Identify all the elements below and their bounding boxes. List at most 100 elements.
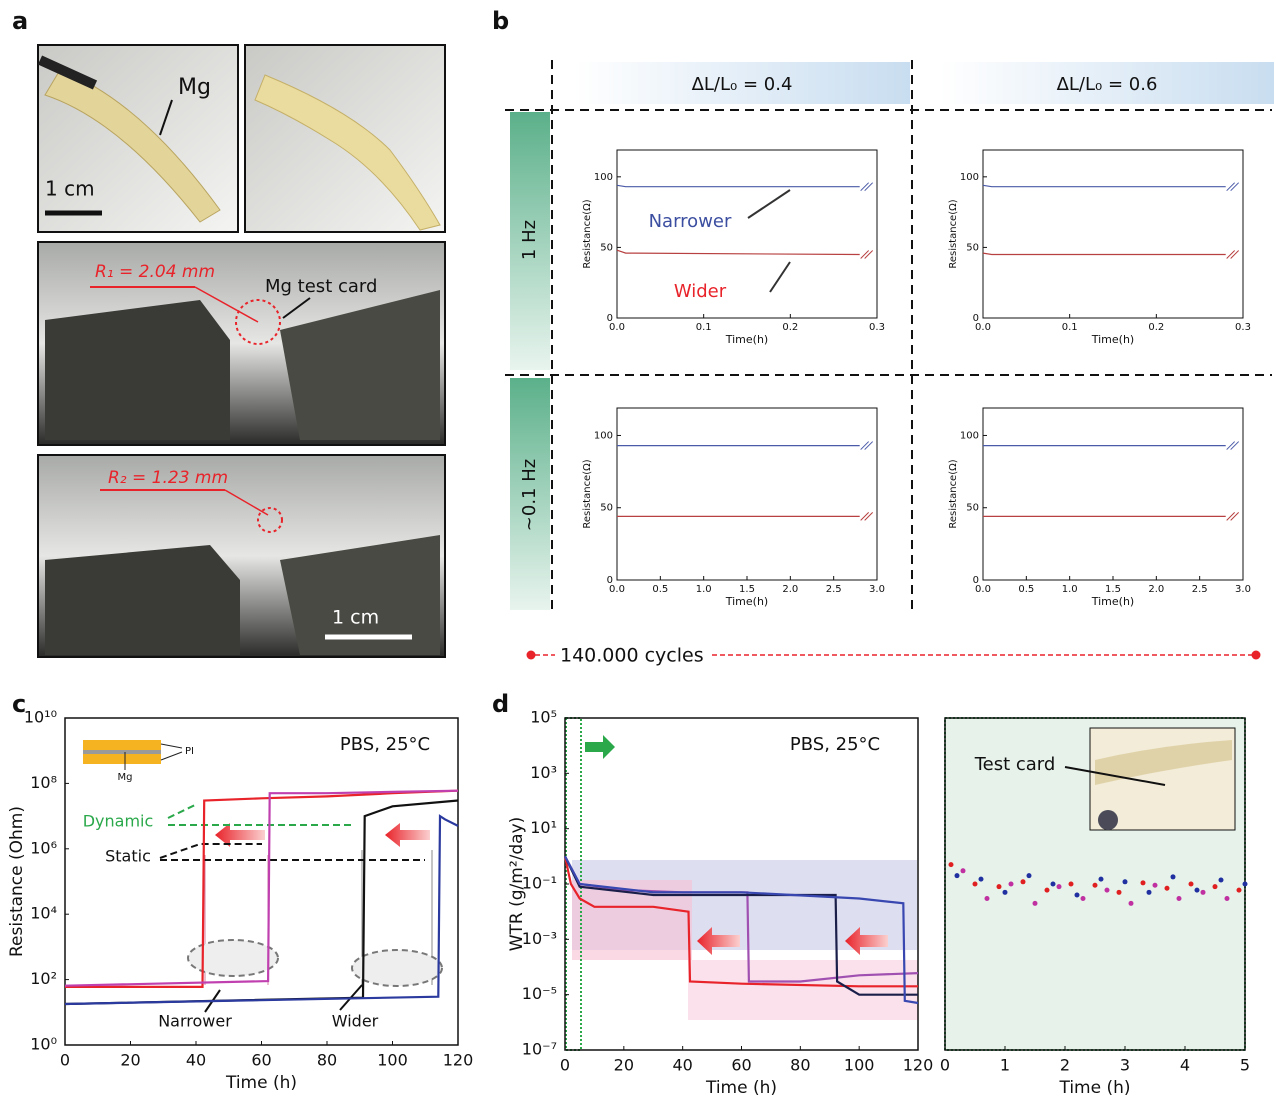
break-mark bbox=[860, 512, 874, 521]
x-tick-label: 100 bbox=[844, 1056, 875, 1075]
cycles-line bbox=[526, 650, 1261, 660]
scatter-point bbox=[1080, 895, 1086, 901]
y-tick-label: 10¹ bbox=[530, 818, 557, 837]
scatter-point bbox=[996, 884, 1002, 890]
y-axis-label: WTR (g/m²/day) bbox=[507, 817, 527, 952]
x-tick-label: 0.5 bbox=[1018, 584, 1034, 595]
y-tick-label: 10¹⁰ bbox=[24, 708, 57, 727]
annotation: PBS, 25°C bbox=[340, 734, 430, 755]
y-tick-label: 10⁰ bbox=[30, 1035, 57, 1054]
scale-label: 1 cm bbox=[45, 177, 95, 201]
series-line bbox=[64, 789, 459, 987]
scatter-point bbox=[1128, 900, 1134, 906]
scatter-point bbox=[1116, 889, 1122, 895]
x-tick-label: 100 bbox=[377, 1051, 408, 1070]
plot-frame bbox=[616, 149, 878, 319]
y-tick-label: 100 bbox=[960, 172, 979, 183]
scatter-point bbox=[1236, 887, 1242, 893]
scale-label: 1 cm bbox=[332, 607, 379, 629]
y-tick-label: 10⁻¹ bbox=[522, 874, 557, 893]
label-arrow bbox=[747, 189, 791, 293]
x-tick-label: 20 bbox=[614, 1056, 634, 1075]
y-axis-label: Resistance (Ohm) bbox=[7, 806, 27, 957]
y-tick-label: 10⁻⁷ bbox=[522, 1040, 557, 1059]
x-axis-label: Time(h) bbox=[725, 595, 768, 608]
scatter-point bbox=[1194, 887, 1200, 893]
break-mark bbox=[1226, 182, 1240, 192]
plot-frame bbox=[982, 149, 1244, 319]
scatter-point bbox=[1020, 879, 1026, 885]
break-mark bbox=[860, 250, 874, 259]
series-line bbox=[564, 855, 919, 1005]
x-tick-label: 40 bbox=[672, 1056, 692, 1075]
series-line bbox=[616, 249, 860, 256]
scatter-point bbox=[1002, 889, 1008, 895]
y-axis-label: Resistance(Ω) bbox=[582, 199, 593, 268]
x-tick-label: 0 bbox=[560, 1056, 570, 1075]
scatter-point bbox=[1170, 874, 1176, 880]
scatter-point bbox=[1104, 887, 1110, 893]
annotation: Narrower bbox=[158, 1012, 232, 1031]
x-tick-label: 1.0 bbox=[696, 584, 712, 595]
x-tick-label: 2.5 bbox=[1192, 584, 1208, 595]
annotation: Mg bbox=[118, 772, 133, 783]
y-tick-label: 10⁵ bbox=[530, 708, 557, 727]
x-tick-label: 0.0 bbox=[975, 322, 991, 333]
annotation: Wider bbox=[332, 1012, 379, 1031]
column-header bbox=[575, 62, 910, 104]
x-tick-label: 0.5 bbox=[652, 584, 668, 595]
break-mark bbox=[1226, 512, 1240, 521]
column-label: ΔL/L₀ = 0.6 bbox=[1057, 74, 1158, 95]
x-tick-label: 0.1 bbox=[1062, 322, 1078, 333]
annotation: Dynamic bbox=[83, 812, 154, 831]
x-tick-label: 2.5 bbox=[826, 584, 842, 595]
scatter-point bbox=[1044, 887, 1050, 893]
x-tick-label: 3.0 bbox=[1235, 584, 1251, 595]
scatter-point bbox=[1026, 873, 1032, 879]
scatter-point bbox=[972, 881, 978, 887]
x-tick-label: 4 bbox=[1180, 1056, 1190, 1075]
break-mark bbox=[1226, 441, 1240, 450]
row-label: 1 Hz bbox=[519, 220, 540, 260]
x-tick-label: 1.0 bbox=[1062, 584, 1078, 595]
annotation: Static bbox=[105, 847, 151, 866]
x-tick-label: 0.3 bbox=[1235, 322, 1251, 333]
y-tick-label: 10⁴ bbox=[30, 904, 57, 923]
scatter-point bbox=[954, 873, 960, 879]
scatter-point bbox=[984, 895, 990, 901]
annotation: Test card bbox=[974, 754, 1056, 775]
panel-label: c bbox=[12, 690, 26, 718]
scatter-point bbox=[948, 862, 954, 868]
x-axis-label: Time(h) bbox=[1091, 595, 1134, 608]
column-header bbox=[940, 62, 1274, 104]
row-label: ~0.1 Hz bbox=[519, 459, 540, 531]
scatter-point bbox=[1056, 884, 1062, 890]
x-tick-label: 3 bbox=[1120, 1056, 1130, 1075]
break-mark bbox=[1226, 250, 1240, 259]
series-line bbox=[65, 789, 459, 988]
scatter-point bbox=[1200, 889, 1206, 895]
x-tick-label: 1.5 bbox=[739, 584, 755, 595]
scatter-point bbox=[1224, 895, 1230, 901]
y-tick-label: 10² bbox=[30, 969, 57, 988]
grid-frame bbox=[505, 60, 1272, 615]
x-tick-label: 60 bbox=[251, 1051, 271, 1070]
annotation: PI bbox=[185, 746, 194, 757]
y-tick-label: 10⁸ bbox=[30, 773, 57, 792]
x-tick-label: 0.3 bbox=[869, 322, 885, 333]
y-tick-label: 0 bbox=[973, 575, 979, 586]
x-tick-label: 1 bbox=[1000, 1056, 1010, 1075]
scatter-point bbox=[1140, 880, 1146, 886]
row-header bbox=[510, 112, 550, 370]
x-tick-label: 0.2 bbox=[782, 322, 798, 333]
photo-label: Mg test card bbox=[265, 276, 377, 297]
x-tick-label: 80 bbox=[317, 1051, 337, 1070]
panel-label: b bbox=[492, 7, 509, 35]
x-tick-label: 0.0 bbox=[975, 584, 991, 595]
x-tick-label: 0.0 bbox=[609, 322, 625, 333]
photos bbox=[37, 44, 446, 658]
series-label: Narrower bbox=[649, 211, 732, 232]
scatter-point bbox=[1092, 882, 1098, 888]
scatter-point bbox=[1242, 881, 1248, 887]
